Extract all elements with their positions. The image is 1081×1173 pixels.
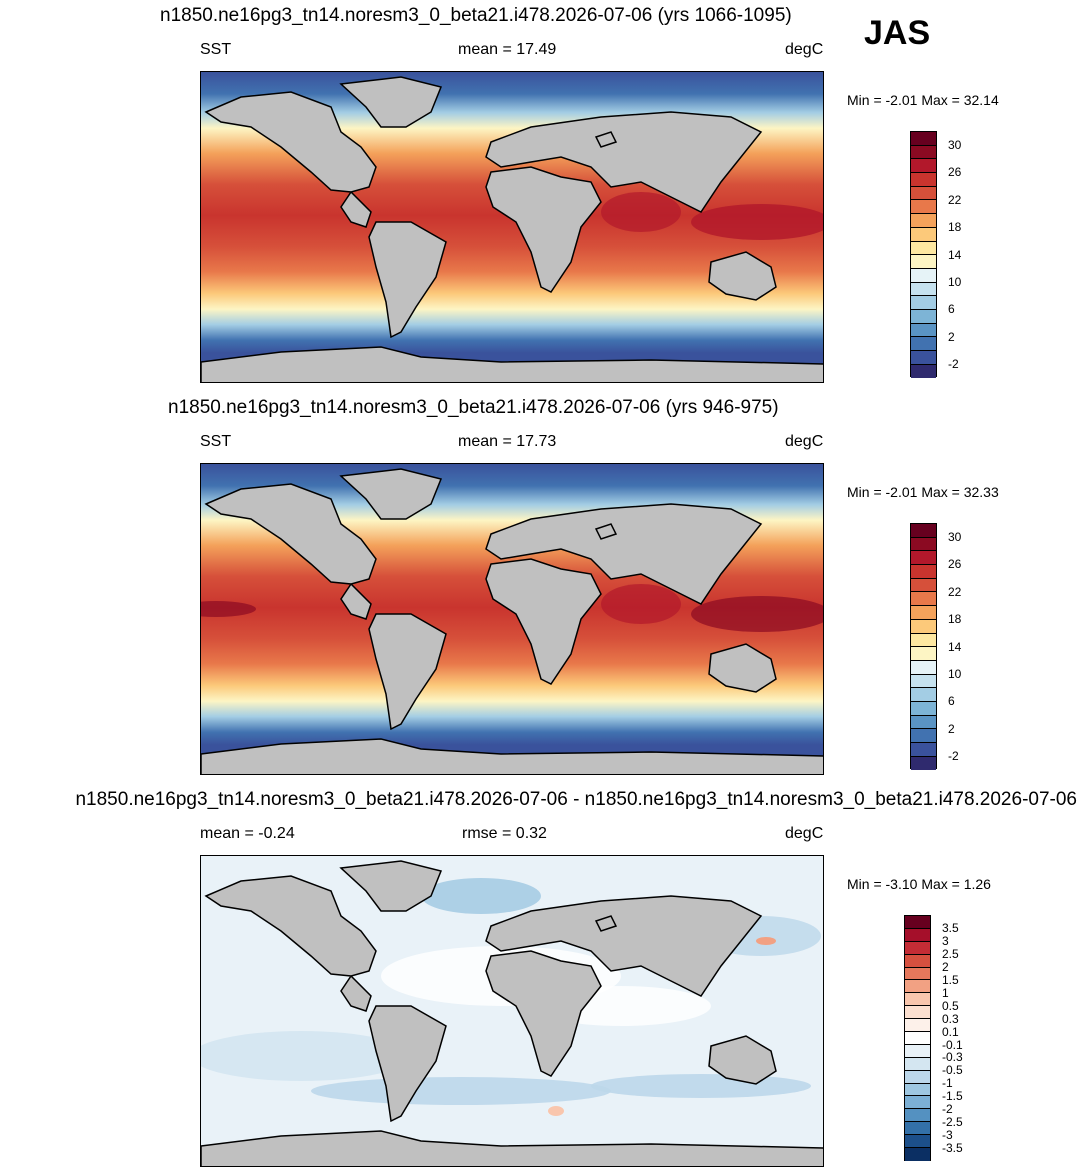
panel1-mean-label: mean = 17.49 <box>458 41 557 58</box>
panel3-colorbar-tick: 0.1 <box>942 1025 959 1039</box>
panel2-sst-map <box>200 463 824 775</box>
panel1-colorbar-tick: 26 <box>948 165 962 179</box>
panel3-difference-map <box>200 855 824 1167</box>
panel1-variable-label: SST <box>200 41 232 58</box>
panel3-colorbar-tick: 0.5 <box>942 999 959 1013</box>
panel3-colorbar-tick: -0.5 <box>942 1063 963 1077</box>
panel2-colorbar-tick: 26 <box>948 557 962 571</box>
panel3-units-label: degC <box>785 825 824 842</box>
panel3-colorbar <box>904 915 931 1161</box>
season-label: JAS <box>864 14 931 52</box>
panel3-minmax: Min = -3.10 Max = 1.26 <box>847 876 991 892</box>
panel3-colorbar-tick: 3 <box>942 934 949 948</box>
panel2-continents <box>201 468 823 774</box>
panel2-variable-label: SST <box>200 433 232 450</box>
panel2-colorbar-tick: 30 <box>948 530 962 544</box>
panel3-colorbar-tick: -0.1 <box>942 1038 963 1052</box>
panel3-colorbar-tick: -1.5 <box>942 1089 963 1103</box>
panel3-colorbar-tick: 1 <box>942 986 949 1000</box>
panel1-colorbar-tick: 18 <box>948 220 962 234</box>
panel3-title: n1850.ne16pg3_tn14.noresm3_0_beta21.i478… <box>75 789 1077 810</box>
panel3-colorbar-tick: -2.5 <box>942 1115 963 1129</box>
panel1-minmax: Min = -2.01 Max = 32.14 <box>847 92 999 108</box>
panel1-colorbar-tick: 2 <box>948 330 955 344</box>
panel2-units-label: degC <box>785 433 824 450</box>
panel1-colorbar-tick: 14 <box>948 248 962 262</box>
panel3-continents <box>201 860 823 1166</box>
panel3-colorbar-tick: 2 <box>942 960 949 974</box>
panel1-title: n1850.ne16pg3_tn14.noresm3_0_beta21.i478… <box>160 5 792 26</box>
panel2-minmax: Min = -2.01 Max = 32.33 <box>847 484 999 500</box>
panel2-colorbar <box>910 523 937 771</box>
panel2-colorbar-tick: 22 <box>948 585 962 599</box>
panel3-colorbar-tick: -3.5 <box>942 1141 963 1155</box>
panel3-colorbar-tick: 3.5 <box>942 921 959 935</box>
panel2-colorbar-tick: 6 <box>948 694 955 708</box>
panel2-colorbar-tick: 14 <box>948 640 962 654</box>
panel1-colorbar-tick: 30 <box>948 138 962 152</box>
panel1-colorbar <box>910 131 937 379</box>
panel3-colorbar-tick: 2.5 <box>942 947 959 961</box>
panel3-colorbar-tick: -3 <box>942 1128 953 1142</box>
panel3-rmse-label: rmse = 0.32 <box>462 825 547 842</box>
panel3-colorbar-tick: -1 <box>942 1076 953 1090</box>
panel2-colorbar-tick: 2 <box>948 722 955 736</box>
panel1-continents <box>201 76 823 382</box>
panel1-colorbar-tick: 6 <box>948 302 955 316</box>
panel2-colorbar-tick: -2 <box>948 749 959 763</box>
panel1-sst-map <box>200 71 824 383</box>
panel3-colorbar-tick: 0.3 <box>942 1012 959 1026</box>
panel2-title: n1850.ne16pg3_tn14.noresm3_0_beta21.i478… <box>168 397 779 418</box>
panel1-units-label: degC <box>785 41 824 58</box>
panel1-colorbar-tick: -2 <box>948 357 959 371</box>
panel3-colorbar-tick: -2 <box>942 1102 953 1116</box>
panel1-colorbar-tick: 10 <box>948 275 962 289</box>
panel3-colorbar-tick: 1.5 <box>942 973 959 987</box>
panel2-mean-label: mean = 17.73 <box>458 433 557 450</box>
panel1-colorbar-tick: 22 <box>948 193 962 207</box>
panel3-colorbar-tick: -0.3 <box>942 1050 963 1064</box>
panel2-colorbar-tick: 18 <box>948 612 962 626</box>
panel3-mean-label: mean = -0.24 <box>200 825 295 842</box>
panel2-colorbar-tick: 10 <box>948 667 962 681</box>
